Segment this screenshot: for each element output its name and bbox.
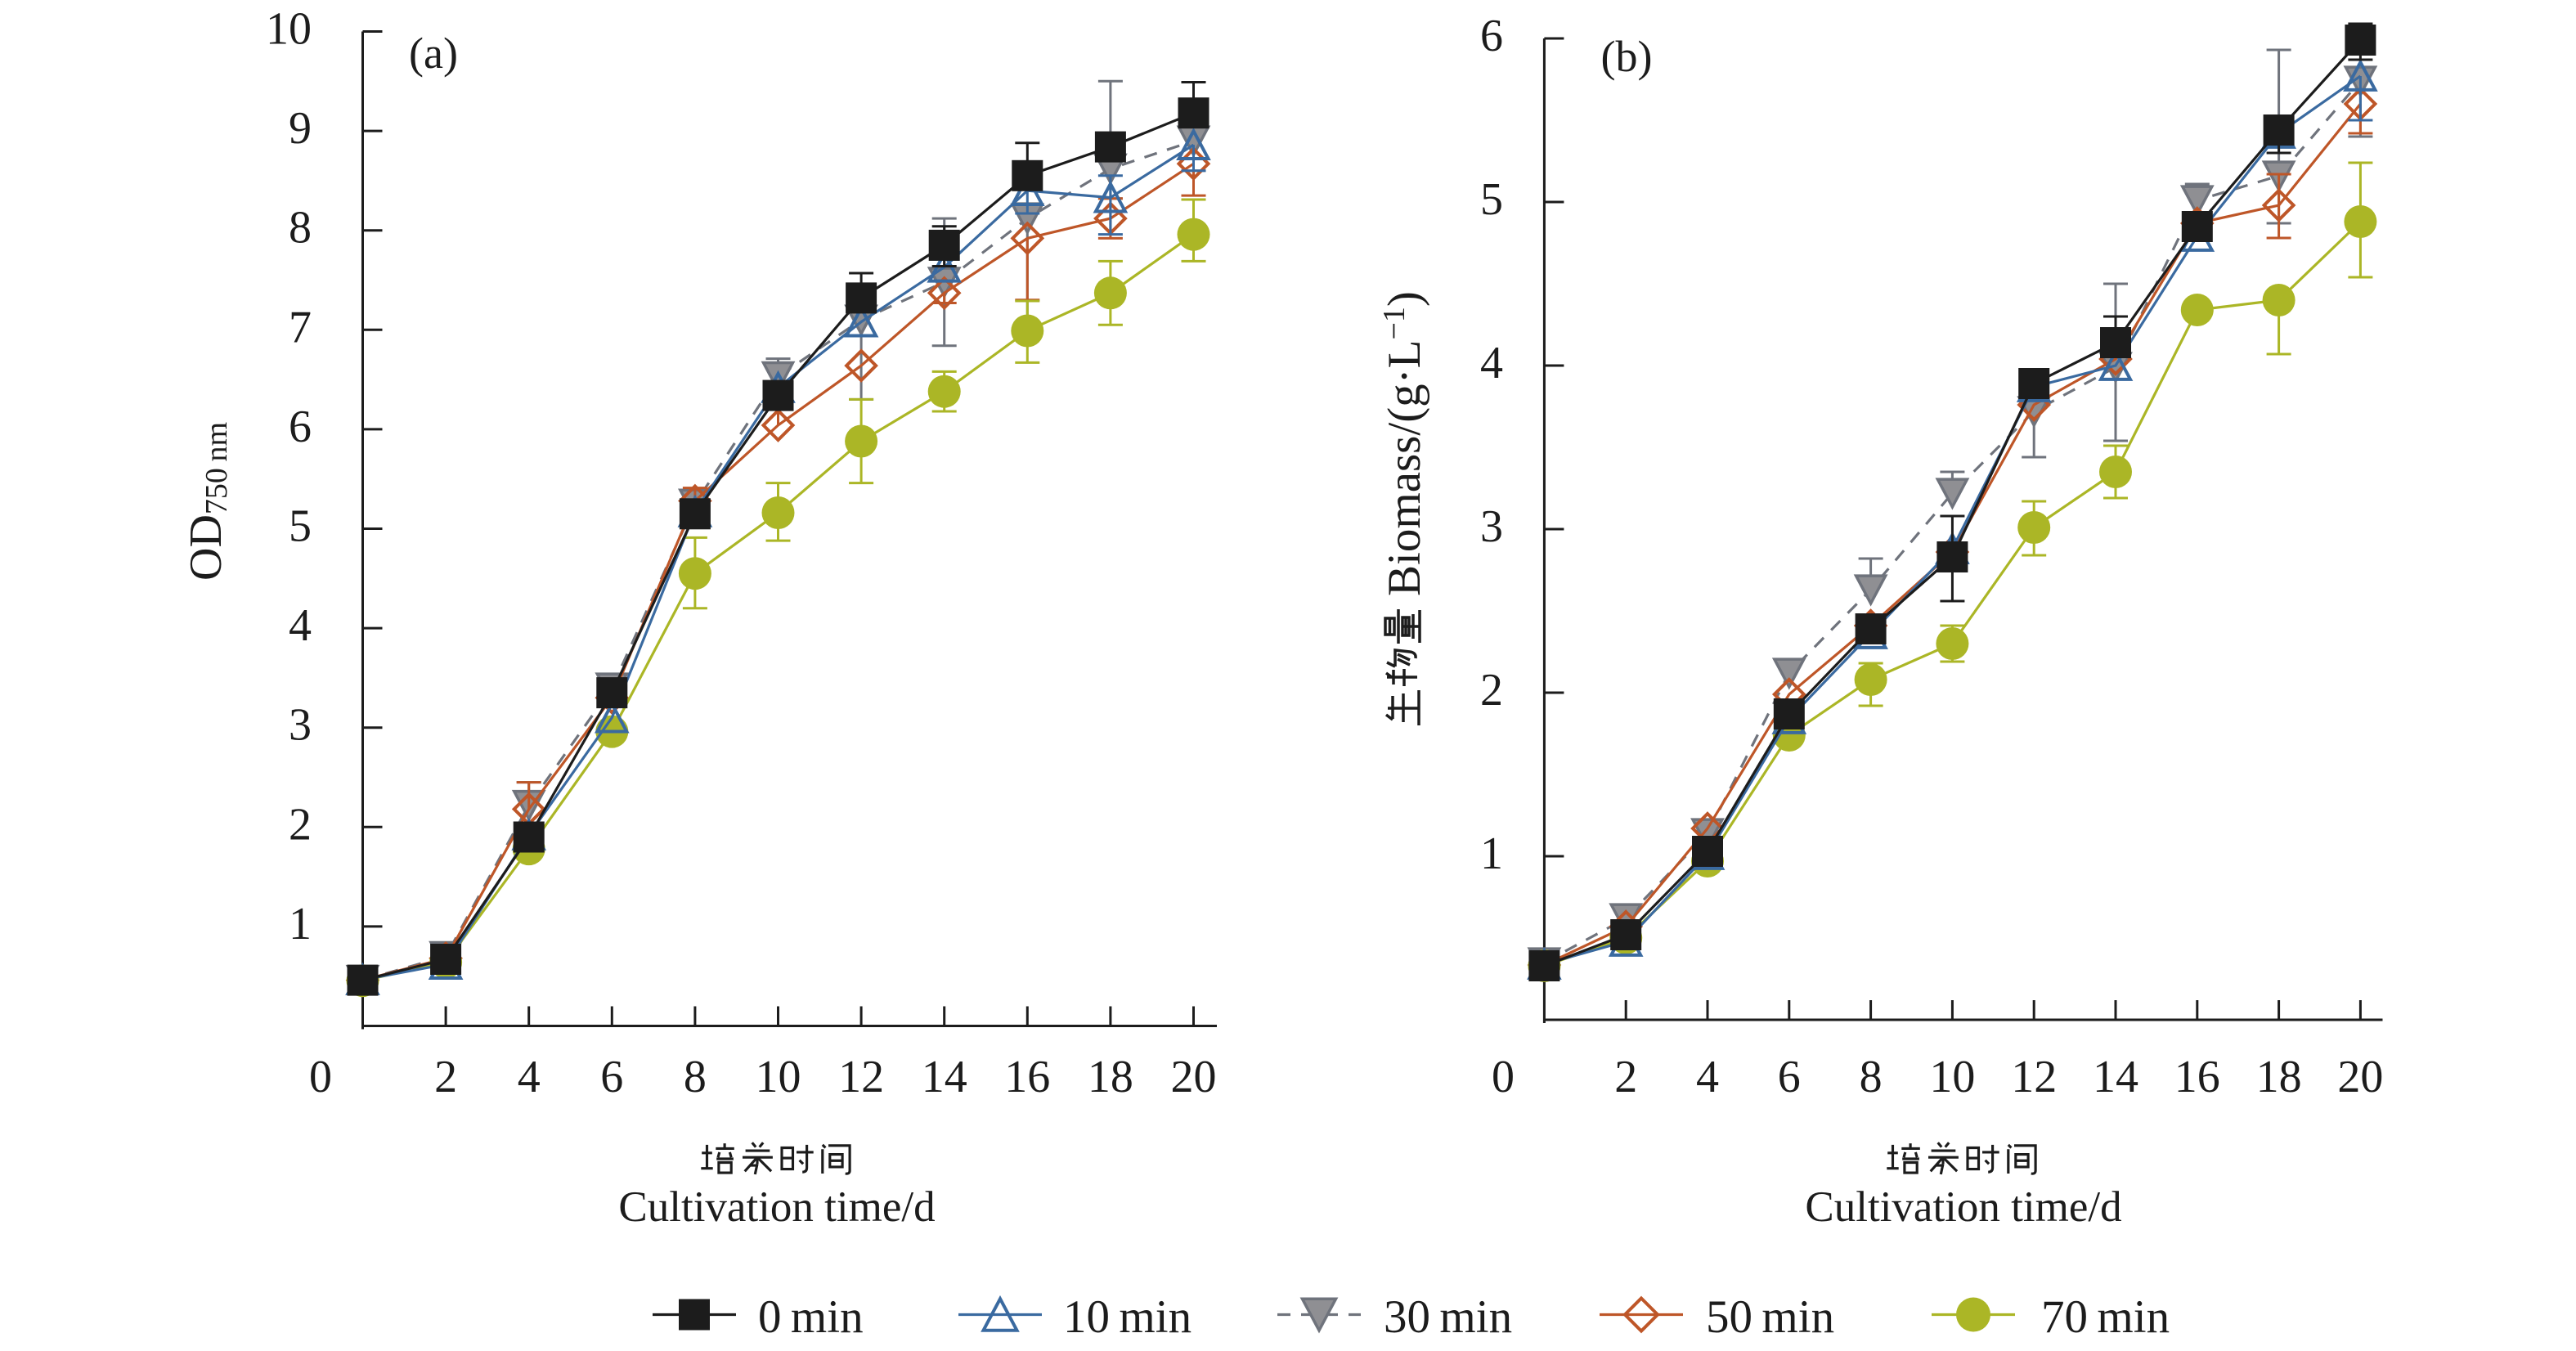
- svg-text:1: 1: [1480, 828, 1503, 879]
- svg-text:7: 7: [289, 302, 312, 352]
- svg-text:10: 10: [1929, 1052, 1975, 1102]
- svg-text:16: 16: [2174, 1052, 2220, 1102]
- svg-text:(b): (b): [1601, 32, 1653, 81]
- svg-text:2: 2: [1614, 1052, 1637, 1102]
- svg-text:10: 10: [266, 4, 312, 55]
- svg-text:3: 3: [1480, 501, 1503, 552]
- svg-text:9: 9: [289, 103, 312, 154]
- svg-text:6: 6: [1778, 1052, 1801, 1102]
- svg-text:Cultivation time/d: Cultivation time/d: [618, 1183, 935, 1231]
- svg-text:20: 20: [2337, 1052, 2383, 1102]
- svg-text:10 min: 10 min: [1063, 1291, 1192, 1343]
- svg-text:Cultivation time/d: Cultivation time/d: [1805, 1183, 2121, 1231]
- svg-text:2: 2: [1480, 665, 1503, 716]
- svg-text:0: 0: [1492, 1052, 1515, 1102]
- svg-text:Biomass/(g·L−1): Biomass/(g·L−1): [1377, 291, 1430, 596]
- svg-text:2: 2: [289, 799, 312, 850]
- svg-text:0: 0: [309, 1052, 332, 1102]
- svg-text:8: 8: [684, 1052, 707, 1102]
- svg-text:6: 6: [1480, 11, 1503, 61]
- svg-text:5: 5: [289, 501, 312, 552]
- svg-text:2: 2: [434, 1052, 457, 1102]
- svg-text:5: 5: [1480, 174, 1503, 225]
- svg-text:4: 4: [518, 1052, 541, 1102]
- svg-text:18: 18: [1088, 1052, 1133, 1102]
- svg-text:4: 4: [1480, 338, 1503, 388]
- svg-text:1: 1: [289, 899, 312, 949]
- svg-text:12: 12: [2011, 1052, 2057, 1102]
- svg-text:14: 14: [2093, 1052, 2138, 1102]
- svg-text:3: 3: [289, 700, 312, 751]
- svg-text:30 min: 30 min: [1384, 1291, 1512, 1343]
- svg-text:18: 18: [2256, 1052, 2302, 1102]
- svg-text:8: 8: [1860, 1052, 1883, 1102]
- svg-text:6: 6: [289, 402, 312, 452]
- svg-text:12: 12: [838, 1052, 884, 1102]
- svg-text:14: 14: [922, 1052, 967, 1102]
- svg-text:4: 4: [289, 600, 312, 651]
- svg-text:10: 10: [756, 1052, 801, 1102]
- svg-text:70 min: 70 min: [2041, 1291, 2170, 1343]
- svg-text:6: 6: [600, 1052, 623, 1102]
- svg-text:20: 20: [1171, 1052, 1217, 1102]
- svg-text:(a): (a): [409, 29, 458, 78]
- svg-text:16: 16: [1004, 1052, 1050, 1102]
- svg-text:4: 4: [1696, 1052, 1719, 1102]
- svg-text:50 min: 50 min: [1706, 1291, 1834, 1343]
- svg-text:8: 8: [289, 203, 312, 254]
- svg-text:0 min: 0 min: [758, 1291, 864, 1343]
